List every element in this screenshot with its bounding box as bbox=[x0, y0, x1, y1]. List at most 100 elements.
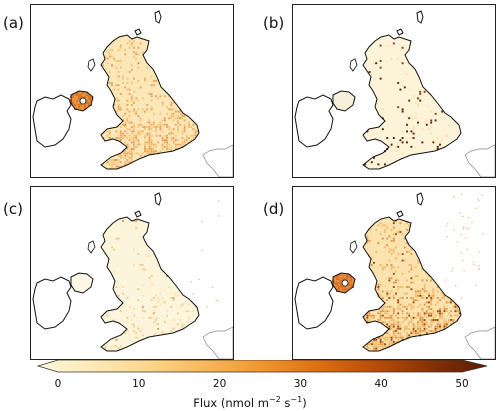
flux-cell bbox=[119, 46, 122, 49]
flux-cell bbox=[384, 312, 386, 315]
flux-cell bbox=[348, 284, 350, 286]
flux-cell bbox=[141, 283, 144, 286]
flux-cell bbox=[366, 343, 369, 346]
flux-cell bbox=[379, 316, 382, 319]
flux-cell bbox=[128, 150, 131, 153]
flux-cell bbox=[133, 145, 135, 148]
flux-cell bbox=[172, 112, 175, 115]
flux-cell bbox=[401, 336, 404, 339]
flux-cell bbox=[179, 117, 182, 120]
flux-cell bbox=[419, 316, 422, 319]
flux-cell bbox=[128, 139, 131, 142]
flux-cell bbox=[381, 336, 384, 339]
flux-cell bbox=[410, 316, 413, 319]
flux-cell bbox=[386, 316, 389, 319]
flux-cell bbox=[122, 75, 124, 78]
flux-cell bbox=[159, 123, 162, 126]
flux-cell bbox=[113, 40, 116, 43]
flux-cell bbox=[108, 132, 111, 135]
flux-cell bbox=[366, 235, 369, 238]
flux-cell bbox=[137, 62, 140, 65]
flux-cell bbox=[403, 246, 406, 249]
flux-cell bbox=[375, 62, 378, 65]
flux-cell bbox=[80, 96, 82, 98]
flux-cell bbox=[135, 145, 138, 148]
flux-cell bbox=[430, 299, 433, 302]
flux-cell bbox=[366, 312, 369, 315]
flux-cell bbox=[392, 334, 395, 337]
flux-cell bbox=[388, 248, 391, 251]
flux-cell bbox=[392, 222, 395, 225]
flux-cell bbox=[150, 95, 153, 98]
flux-cell bbox=[410, 308, 413, 310]
flux-cell bbox=[412, 323, 415, 326]
flux-cell bbox=[146, 121, 149, 124]
flux-cell bbox=[406, 297, 408, 299]
flux-cell bbox=[348, 276, 350, 278]
flux-cell bbox=[397, 336, 400, 339]
flux-cell bbox=[397, 231, 400, 233]
flux-cell bbox=[397, 299, 400, 302]
flux-cell bbox=[346, 276, 348, 278]
flux-cell bbox=[441, 312, 444, 315]
flux-cell bbox=[163, 117, 166, 120]
europe-coast bbox=[202, 144, 233, 177]
offshore-flux-cell bbox=[463, 270, 465, 272]
flux-cell bbox=[159, 303, 162, 306]
flux-cell bbox=[381, 308, 384, 310]
flux-cell bbox=[408, 321, 411, 324]
flux-cell bbox=[386, 312, 389, 315]
flux-cell bbox=[163, 95, 166, 98]
flux-cell bbox=[338, 274, 340, 276]
flux-cell bbox=[144, 268, 146, 271]
flux-cell bbox=[388, 305, 391, 308]
flux-cell bbox=[410, 277, 413, 280]
flux-cell bbox=[392, 266, 395, 269]
flux-cell bbox=[133, 314, 135, 317]
flux-cell bbox=[177, 294, 179, 297]
flux-cell bbox=[430, 294, 433, 297]
flux-cell bbox=[152, 126, 155, 128]
flux-cell bbox=[113, 248, 116, 251]
flux-cell bbox=[397, 57, 400, 60]
flux-cell bbox=[397, 279, 400, 282]
flux-cell bbox=[377, 283, 380, 286]
flux-cell bbox=[174, 143, 177, 146]
flux-cell bbox=[441, 139, 444, 142]
flux-cell bbox=[447, 301, 450, 304]
flux-cell bbox=[135, 112, 138, 115]
flux-cell bbox=[150, 283, 153, 286]
flux-cell bbox=[108, 130, 111, 133]
flux-cell bbox=[366, 319, 369, 321]
flux-cell bbox=[408, 270, 411, 273]
europe-coast bbox=[464, 326, 495, 359]
flux-cell bbox=[384, 266, 386, 269]
flux-cell bbox=[388, 316, 391, 319]
flux-cell bbox=[397, 325, 400, 328]
flux-cell bbox=[395, 279, 397, 282]
flux-cell bbox=[148, 93, 151, 95]
great-britain-coastline bbox=[362, 216, 462, 352]
map-c-svg bbox=[32, 192, 233, 359]
flux-cell bbox=[410, 288, 413, 291]
flux-cell bbox=[126, 119, 129, 122]
flux-cell bbox=[146, 141, 149, 144]
colorbar-tick-label: 20 bbox=[212, 378, 227, 390]
flux-cell bbox=[390, 336, 393, 339]
flux-cell bbox=[412, 128, 415, 131]
flux-cell bbox=[392, 297, 395, 299]
flux-cell bbox=[124, 130, 127, 133]
flux-cell bbox=[408, 323, 411, 326]
flux-cell bbox=[174, 148, 177, 150]
flux-cell bbox=[373, 62, 375, 65]
flux-cell bbox=[386, 292, 389, 295]
flux-cell bbox=[386, 336, 389, 339]
flux-cell bbox=[434, 330, 437, 332]
flux-cell bbox=[150, 148, 153, 150]
flux-cell bbox=[430, 121, 433, 124]
flux-cell bbox=[172, 115, 175, 117]
flux-cell bbox=[124, 49, 127, 51]
offshore-flux-cell bbox=[462, 228, 464, 230]
flux-cell bbox=[340, 284, 342, 286]
flux-cell bbox=[159, 292, 162, 295]
